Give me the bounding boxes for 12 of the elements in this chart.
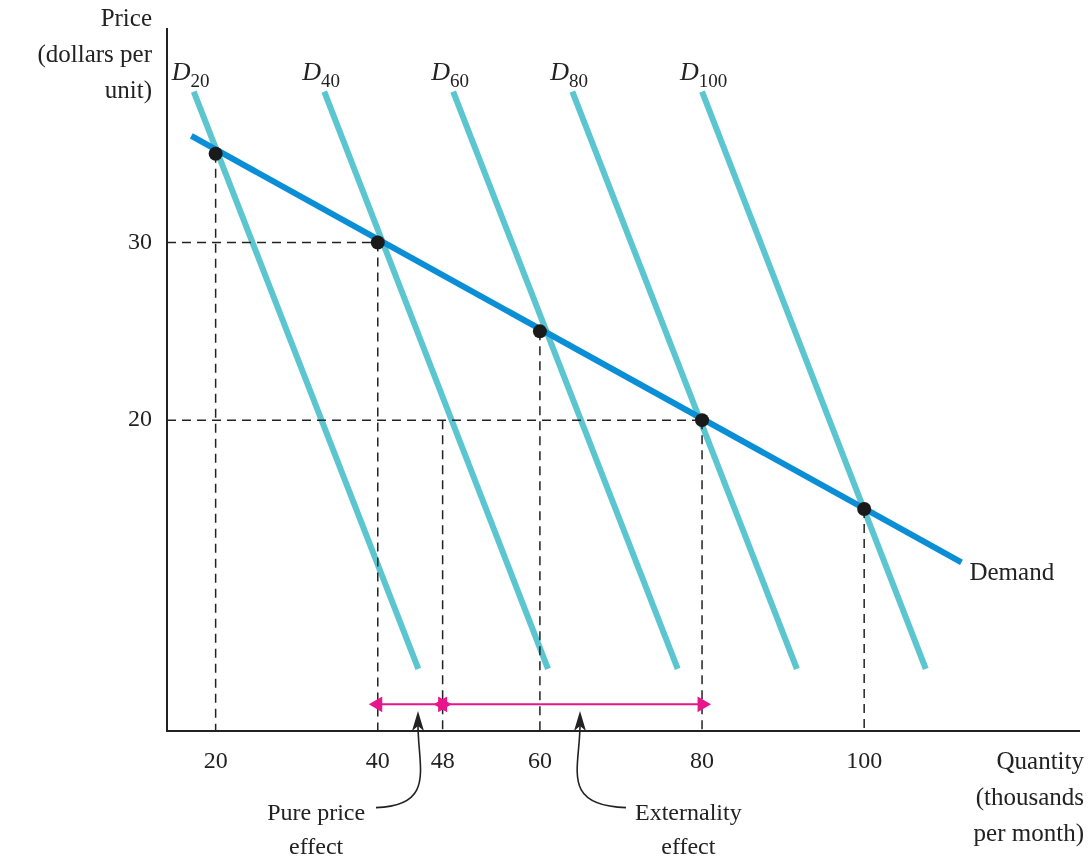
x-axis-title: Quantity (thousands per month)	[972, 746, 1084, 848]
y-axis-title: Price (dollars per unit)	[36, 3, 152, 105]
x-tick-label: 48	[430, 746, 455, 773]
text: Pure price effect	[266, 798, 367, 861]
text: Externality effect	[634, 798, 743, 861]
x-tick-label: 60	[527, 746, 552, 773]
x-tick-label: 80	[690, 746, 715, 773]
y-tick-label: 30	[128, 227, 152, 254]
x-tick-label: 20	[203, 746, 228, 773]
x-tick-label: 100	[846, 746, 883, 773]
x-tick-label: 40	[365, 746, 390, 773]
series-label: Demand	[969, 558, 1055, 586]
